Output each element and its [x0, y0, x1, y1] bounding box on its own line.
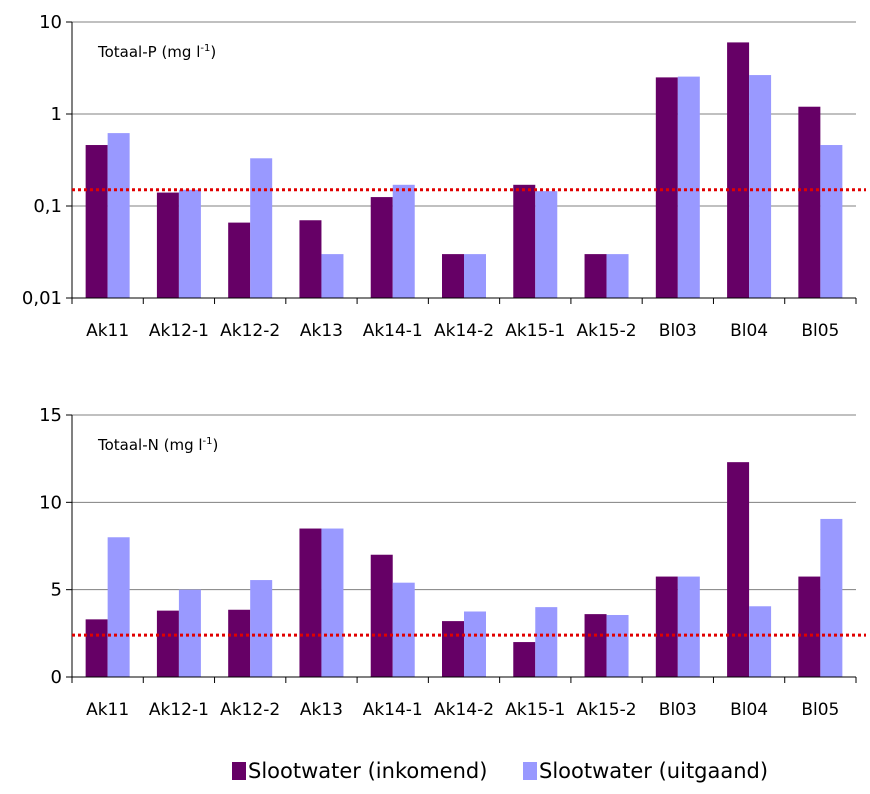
totaal-n-ytick-label: 0	[51, 667, 62, 688]
totaal-n-category-label: Ak15-2	[577, 700, 637, 720]
legend-label-uitgaand: Slootwater (uitgaand)	[539, 759, 768, 783]
totaal-p-bar-uitgaand	[250, 158, 273, 298]
totaal-p-bar-uitgaand	[606, 254, 629, 298]
totaal-p-bar-inkomend	[798, 106, 821, 298]
totaal-n-bar-inkomend	[156, 610, 179, 677]
totaal-p-category-label: Ak12-2	[220, 321, 280, 341]
totaal-p-category-label: Ak15-2	[577, 321, 637, 341]
totaal-n-bar-inkomend	[299, 528, 322, 677]
totaal-n-title: Totaal-N (mg l-1)	[97, 436, 218, 454]
totaal-n-bar-uitgaand	[178, 589, 201, 677]
totaal-n-bar-uitgaand	[250, 580, 273, 677]
totaal-p-bar-inkomend	[228, 222, 251, 298]
totaal-n-bar-inkomend	[370, 554, 393, 677]
totaal-n-bar-inkomend	[584, 614, 607, 677]
totaal-p-bar-inkomend	[513, 184, 536, 298]
totaal-n-bar-uitgaand	[749, 606, 772, 677]
totaal-p-title: Totaal-P (mg l-1)	[97, 43, 216, 61]
totaal-p-ytick-label: 0,1	[33, 196, 62, 217]
totaal-p-bar-uitgaand	[107, 133, 130, 298]
totaal-n-category-label: Bl03	[659, 700, 697, 720]
totaal-n-bar-uitgaand	[392, 582, 415, 677]
legend-label-inkomend: Slootwater (inkomend)	[248, 759, 487, 783]
totaal-n-bar-uitgaand	[820, 518, 843, 677]
totaal-p-bar-uitgaand	[535, 191, 558, 298]
totaal-n-category-label: Ak14-1	[363, 700, 423, 720]
totaal-p-bar-uitgaand	[464, 254, 486, 298]
totaal-p-category-label: Ak12-1	[149, 321, 209, 341]
totaal-n-bar-uitgaand	[464, 611, 486, 677]
totaal-p-bar-uitgaand	[749, 75, 772, 299]
totaal-p-category-label: Ak15-1	[505, 321, 565, 341]
totaal-p-category-label: Ak13	[300, 321, 343, 341]
totaal-p-bar-uitgaand	[392, 184, 415, 298]
totaal-p-bar-inkomend	[727, 42, 750, 299]
totaal-n-bar-uitgaand	[107, 537, 130, 677]
totaal-n-bar-inkomend	[727, 462, 750, 677]
totaal-n-category-label: Ak15-1	[505, 700, 565, 720]
totaal-n-ytick-label: 10	[39, 492, 62, 513]
totaal-n-category-label: Ak12-1	[149, 700, 209, 720]
totaal-n-bar-uitgaand	[606, 614, 629, 677]
totaal-n-category-label: Ak13	[300, 700, 343, 720]
totaal-n-bar-inkomend	[228, 609, 251, 677]
totaal-n-category-label: Ak14-2	[434, 700, 494, 720]
totaal-p-bar-inkomend	[299, 220, 322, 298]
totaal-p-category-label: Ak14-1	[363, 321, 423, 341]
totaal-n-chart: 0 5 10 15 Ak11 Ak12-1 Ak12-2 Ak13 Ak14-1 Ak14-2 Ak…	[39, 405, 866, 720]
totaal-n-bar-uitgaand	[535, 607, 558, 677]
totaal-p-bar-uitgaand	[178, 189, 201, 298]
totaal-p-ytick-label: 10	[39, 12, 62, 33]
totaal-n-bar-inkomend	[513, 642, 536, 677]
totaal-p-ytick-label: 0,01	[22, 288, 62, 309]
legend-swatch-uitgaand	[523, 762, 537, 780]
totaal-n-ytick-label: 5	[51, 580, 62, 601]
totaal-n-category-label: Bl04	[730, 700, 768, 720]
legend: Slootwater (inkomend) Slootwater (uitgaa…	[232, 759, 768, 783]
totaal-p-bar-uitgaand	[321, 254, 344, 298]
totaal-n-ytick-label: 15	[39, 405, 62, 426]
totaal-n-bar-inkomend	[655, 576, 678, 677]
totaal-p-bar-inkomend	[584, 254, 607, 298]
totaal-p-bar-inkomend	[156, 192, 179, 298]
totaal-p-bar-inkomend	[370, 197, 393, 298]
totaal-n-bar-inkomend	[798, 576, 821, 677]
totaal-p-bar-inkomend	[442, 254, 464, 298]
totaal-n-category-label: Bl05	[801, 700, 839, 720]
totaal-n-bar-uitgaand	[677, 576, 700, 677]
totaal-p-category-label: Ak14-2	[434, 321, 494, 341]
totaal-p-bar-inkomend	[655, 77, 678, 298]
legend-swatch-inkomend	[232, 762, 246, 780]
totaal-p-category-label: Bl05	[801, 321, 839, 341]
totaal-p-category-label: Ak11	[86, 321, 129, 341]
totaal-p-ytick-label: 1	[51, 104, 62, 125]
totaal-n-bar-inkomend	[85, 619, 108, 677]
totaal-p-category-label: Bl03	[659, 321, 697, 341]
totaal-n-category-label: Ak12-2	[220, 700, 280, 720]
totaal-p-bar-uitgaand	[677, 76, 700, 299]
totaal-p-category-label: Bl04	[730, 321, 768, 341]
totaal-n-category-label: Ak11	[86, 700, 129, 720]
totaal-n-bar-uitgaand	[321, 528, 344, 677]
totaal-p-bar-inkomend	[85, 145, 108, 298]
totaal-p-chart: 0,01 0,1 1 10 Ak11 Ak12-1 Ak12-2 Ak13 Ak14-1 Ak14…	[22, 12, 866, 341]
totaal-p-bar-uitgaand	[820, 145, 843, 298]
totaal-n-bar-inkomend	[442, 621, 464, 677]
